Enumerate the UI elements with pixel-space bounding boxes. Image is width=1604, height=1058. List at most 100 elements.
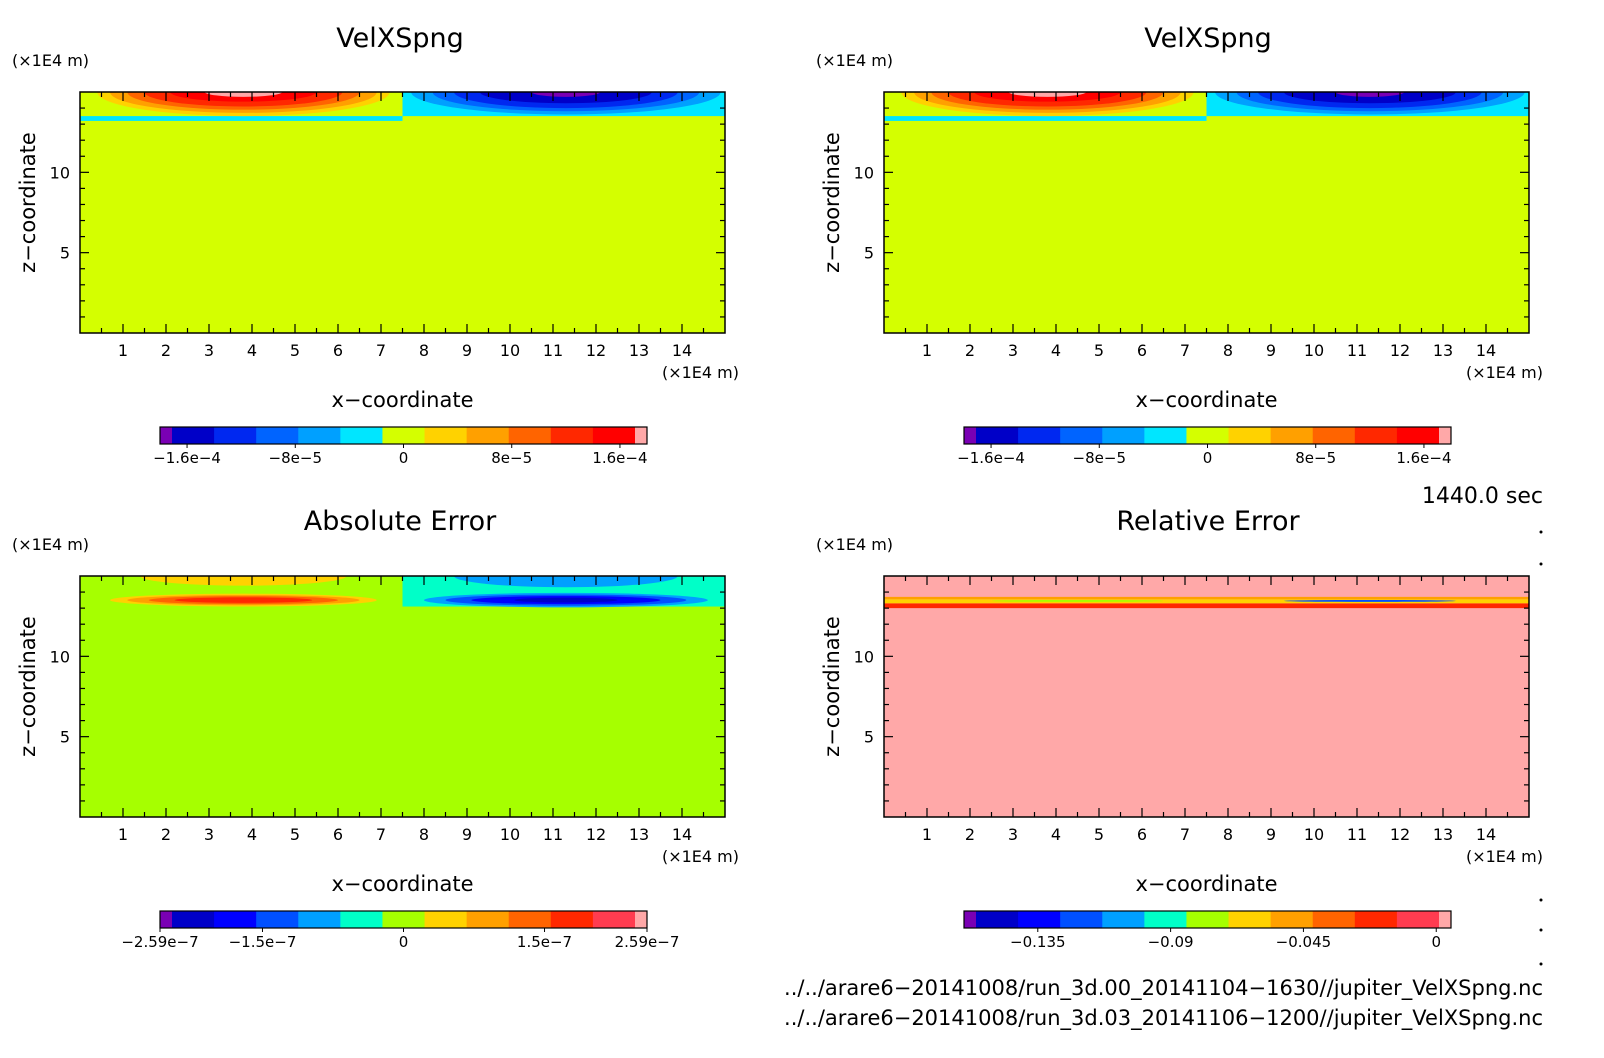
colorbar-segment [592,427,636,444]
y-unit-label: (×1E4 m) [816,51,893,70]
y-tick-label: 10 [854,163,874,182]
x-tick-label: 14 [1476,341,1496,360]
colorbar-segment [256,911,299,928]
y-tick-label: 10 [854,647,874,666]
time-label: 1440.0 sec [1422,484,1543,509]
colorbar-segment [340,911,383,928]
x-tick-label: 5 [290,825,300,844]
colorbar-tick-label: 1.5e−7 [517,933,572,951]
colorbar-segment [1270,911,1314,928]
colorbar-segment [298,911,341,928]
y-tick-label: 5 [864,244,874,263]
contour-region [991,599,1164,602]
field-background [884,576,1529,817]
colorbar-segment [1439,427,1452,444]
colorbar-segment [1228,427,1272,444]
x-tick-label: 6 [1137,825,1147,844]
x-tick-label: 14 [1476,825,1496,844]
colorbar-tick-label: 0 [1431,933,1441,951]
x-tick-label: 13 [629,341,649,360]
x-axis-label: x−coordinate [331,872,473,896]
colorbar-segment [1060,911,1103,928]
colorbar-tick-label: 8e−5 [491,449,532,467]
colorbar-tick-label: 8e−5 [1295,449,1336,467]
colorbar-tick-label: 0 [399,933,409,951]
x-tick-label: 1 [922,341,932,360]
colorbar-segment [466,911,510,928]
y-axis-label: z−coordinate [16,616,40,757]
colorbar-segment [298,427,341,444]
x-tick-label: 11 [1347,825,1367,844]
x-tick-label: 7 [1180,825,1190,844]
contour-region [204,92,283,97]
x-unit-label: (×1E4 m) [1466,363,1543,382]
colorbar-frame [963,910,1452,929]
x-tick-label: 3 [204,341,214,360]
chart-title: VelXSpng [336,23,464,54]
y-tick-label: 5 [60,728,70,747]
x-tick-label: 7 [376,825,386,844]
y-tick-label: 10 [50,647,70,666]
colorbar-segment [1186,911,1230,928]
x-tick-label: 12 [1390,825,1410,844]
colorbar-tick-label: −1.5e−7 [229,933,297,951]
y-tick-label: 10 [50,163,70,182]
colorbar-tick-label: −1.6e−4 [957,449,1025,467]
colorbar-segment [1060,427,1103,444]
x-tick-label: 10 [500,341,520,360]
x-tick-label: 1 [118,341,128,360]
x-tick-label: 13 [629,825,649,844]
x-tick-label: 9 [1266,825,1276,844]
colorbar-tick-label: 0 [399,449,409,467]
x-tick-label: 2 [161,825,171,844]
x-tick-label: 9 [462,825,472,844]
x-tick-label: 1 [922,825,932,844]
x-tick-label: 5 [1094,825,1104,844]
contour-region [1335,92,1405,97]
colorbar-segment [160,427,173,444]
y-unit-label: (×1E4 m) [816,535,893,554]
x-tick-label: 10 [1304,341,1324,360]
field-background [80,576,725,817]
x-unit-label: (×1E4 m) [1466,847,1543,866]
colorbar-segment [635,427,648,444]
colorbar-segment [1102,427,1145,444]
chart-title: VelXSpng [1144,23,1272,54]
colorbar-segment [1439,911,1452,928]
x-tick-label: 2 [161,341,171,360]
contour-region [1283,92,1456,104]
colorbar-segment [1186,427,1230,444]
x-tick-label: 8 [1223,825,1233,844]
colorbar-segment [976,911,1019,928]
contour-region [174,597,313,603]
x-tick-label: 2 [965,825,975,844]
x-tick-label: 3 [204,825,214,844]
x-tick-label: 10 [500,825,520,844]
colorbar-segment [172,427,215,444]
y-axis-label: z−coordinate [16,132,40,273]
colorbar-segment [466,427,510,444]
colorbar-tick-label: 1.6e−4 [592,449,647,467]
contour-band [884,596,1529,600]
chart-title: Relative Error [1116,506,1300,537]
x-unit-label: (×1E4 m) [662,363,739,382]
colorbar-tick-label: 2.59e−7 [615,933,680,951]
x-axis-label: x−coordinate [1135,872,1277,896]
x-tick-label: 10 [1304,825,1324,844]
x-tick-label: 3 [1008,341,1018,360]
contour-band [884,599,1529,604]
colorbar-segment [964,911,977,928]
colorbar-segment [592,911,636,928]
colorbar-segment [1018,427,1061,444]
colorbar-segment [550,911,594,928]
source-file-2: ../../arare6−20141008/run_3d.03_20141106… [784,1006,1543,1031]
colorbar-tick-label: −8e−5 [269,449,322,467]
y-unit-label: (×1E4 m) [12,535,89,554]
y-unit-label: (×1E4 m) [12,51,89,70]
colorbar-segment [1312,911,1356,928]
colorbar-segment [382,427,426,444]
x-tick-label: 2 [965,341,975,360]
contour-region [514,597,618,603]
x-tick-label: 14 [672,825,692,844]
